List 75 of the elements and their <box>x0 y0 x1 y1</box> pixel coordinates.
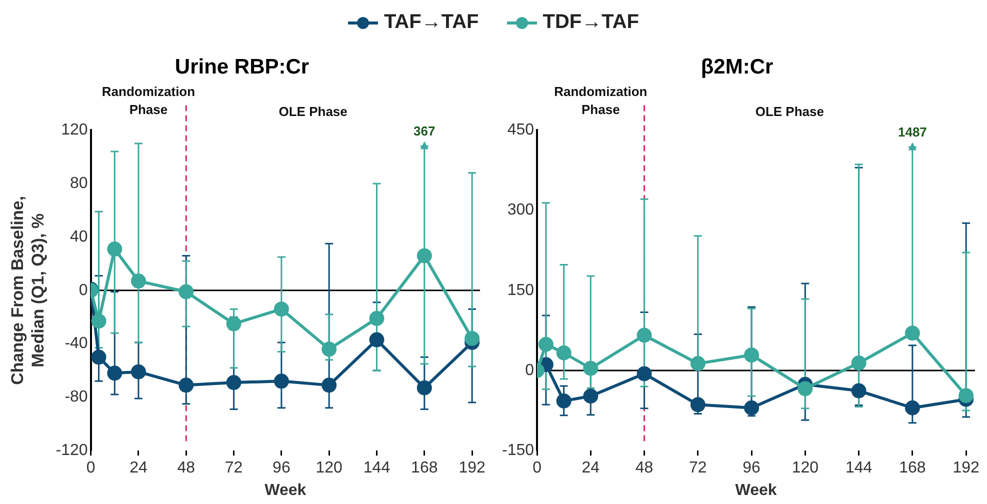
point <box>91 350 106 365</box>
point <box>107 242 122 257</box>
point <box>322 378 337 393</box>
point <box>690 397 706 412</box>
point <box>226 316 242 332</box>
point <box>274 374 289 389</box>
x-tick-label: 192 <box>952 460 980 477</box>
legend-label: TAF→TAF <box>384 11 479 34</box>
point <box>583 360 598 376</box>
annotation: 1487 <box>898 124 927 140</box>
y-tick-label: 300 <box>507 202 534 219</box>
x-tick-label: 168 <box>411 460 438 477</box>
point <box>744 400 760 416</box>
y-tick-label: 0 <box>78 282 88 299</box>
point <box>851 383 866 398</box>
x-tick-label: 144 <box>845 460 872 477</box>
x-tick-label: 96 <box>272 460 290 477</box>
x-tick-label: 48 <box>177 460 196 477</box>
point <box>690 356 706 372</box>
point <box>556 345 572 360</box>
point <box>798 381 813 396</box>
point <box>416 380 432 396</box>
point <box>178 284 194 300</box>
y-tick-label: 150 <box>507 282 534 299</box>
y-tick-label: -40 <box>64 335 88 352</box>
y-tick-label: 450 <box>507 122 534 139</box>
point <box>958 388 974 404</box>
annotation: 367 <box>414 123 436 138</box>
y-tick-label: 120 <box>61 122 88 139</box>
text: Randomization Phase <box>102 84 196 117</box>
point <box>636 328 652 343</box>
text: Randomization Phase <box>554 84 648 117</box>
point <box>226 375 242 390</box>
chart-title: Urine RBP:Cr <box>174 55 310 78</box>
y-tick-label: 80 <box>70 175 88 192</box>
x-tick-label: 168 <box>899 460 926 477</box>
x-axis-title: Week <box>735 482 777 499</box>
point <box>744 348 760 363</box>
point <box>538 336 554 352</box>
point <box>851 356 866 371</box>
chart-title: β2M:Cr <box>700 55 774 78</box>
x-tick-label: 192 <box>458 460 486 477</box>
x-axis-title: Week <box>264 482 306 499</box>
point <box>464 330 480 346</box>
point <box>178 378 194 393</box>
point <box>583 388 598 404</box>
x-tick-label: 48 <box>635 460 654 477</box>
y-tick-label: -120 <box>56 442 88 460</box>
x-tick-label: 24 <box>130 460 148 477</box>
point <box>636 366 652 382</box>
x-tick-label: 120 <box>316 460 343 477</box>
x-tick-label: 72 <box>224 460 243 477</box>
point <box>904 326 920 341</box>
y-tick-label: 0 <box>525 362 534 379</box>
y-axis-title: Change From Baseline, Median (Q1, Q3), % <box>8 196 48 385</box>
point <box>556 393 572 408</box>
point <box>416 248 432 264</box>
legend-label: TDF→TAF <box>542 11 640 34</box>
point <box>107 366 122 381</box>
point <box>904 400 920 416</box>
y-tick-label: -80 <box>64 388 88 406</box>
x-tick-label: 72 <box>689 460 707 477</box>
text: OLE Phase <box>278 104 348 119</box>
point <box>130 274 146 289</box>
x-tick-label: 24 <box>582 460 600 477</box>
x-tick-label: 144 <box>363 460 390 477</box>
point <box>130 364 146 380</box>
y-tick-label: -150 <box>502 442 534 460</box>
x-tick-label: 96 <box>742 460 761 477</box>
text: OLE Phase <box>755 104 824 119</box>
point <box>91 314 106 329</box>
x-tick-label: 120 <box>792 460 819 477</box>
point <box>322 342 337 357</box>
point <box>274 302 289 317</box>
y-tick-label: 40 <box>70 228 88 246</box>
